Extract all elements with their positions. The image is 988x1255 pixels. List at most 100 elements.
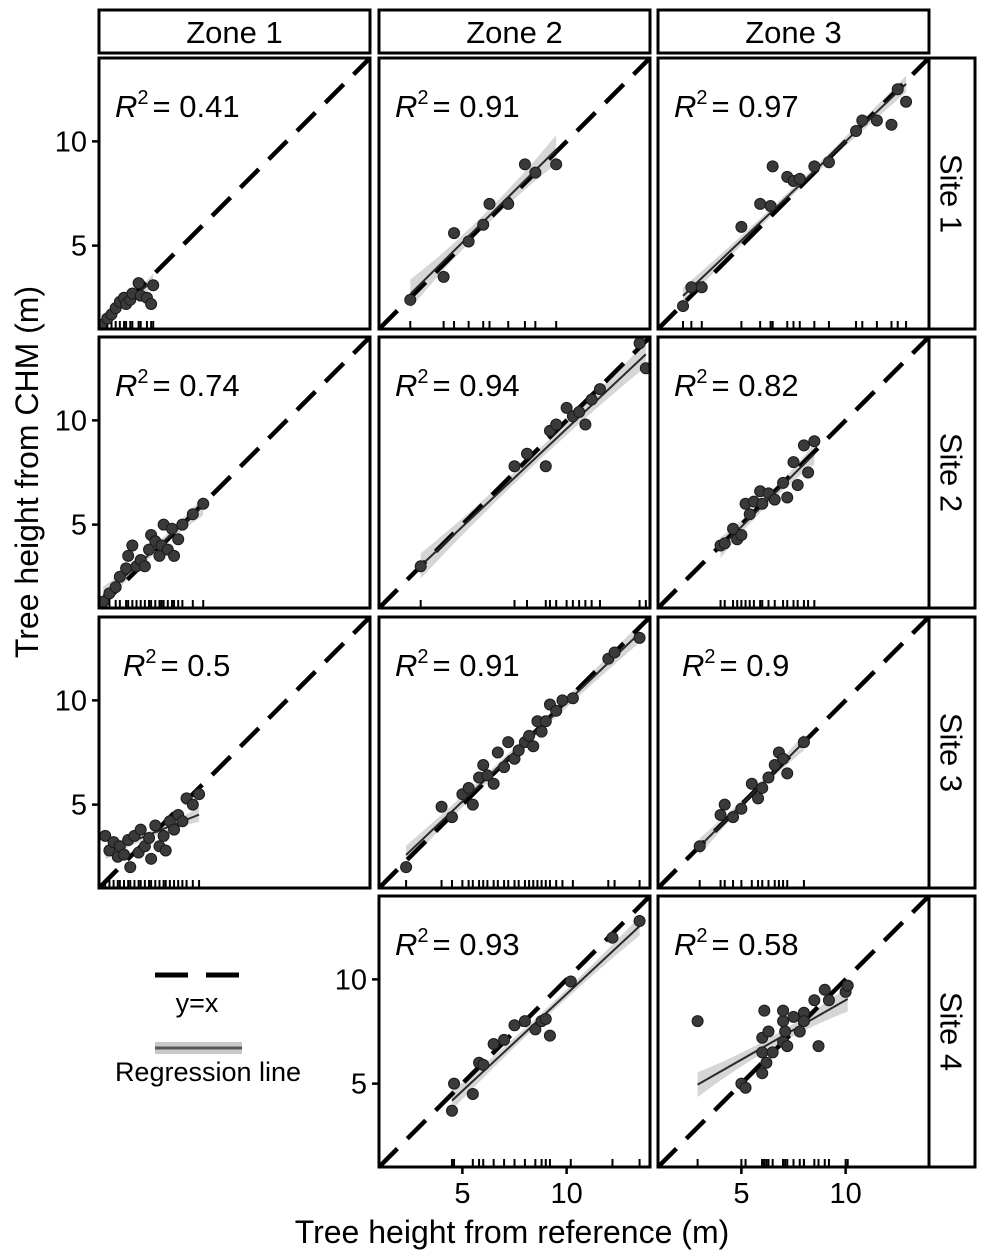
data-point	[818, 983, 831, 996]
r2-label: R2 = 0.94	[395, 366, 520, 403]
panel-plot-area	[379, 337, 650, 608]
data-point	[802, 466, 815, 479]
strip-site-1: Site 1	[926, 56, 977, 331]
r2-symbol: R	[395, 368, 417, 403]
data-point	[808, 160, 821, 173]
legend: y=x Regression line	[115, 972, 301, 1087]
data-point	[477, 759, 490, 772]
data-point	[132, 277, 145, 290]
panel-border	[377, 56, 652, 331]
data-point	[727, 811, 740, 824]
panel-site-4-zone-3: R2 = 0.58	[656, 894, 931, 1169]
r2-symbol: R	[395, 89, 417, 124]
data-point	[491, 746, 504, 759]
data-point	[564, 975, 577, 988]
r2-value: = 0.82	[712, 368, 799, 403]
r2-symbol: R	[674, 927, 696, 962]
data-point	[535, 725, 548, 738]
data-point	[118, 848, 131, 861]
r2-symbol: R	[115, 89, 137, 124]
data-point	[435, 800, 448, 813]
data-point	[745, 777, 758, 790]
panel-plot-area	[658, 337, 929, 608]
data-point	[633, 337, 646, 350]
regression-line	[420, 353, 647, 567]
r2-value: = 0.91	[433, 89, 520, 124]
strip-site-4: Site 4	[926, 894, 977, 1169]
data-point	[134, 823, 147, 836]
identity-line	[379, 58, 650, 329]
data-point	[556, 694, 569, 707]
panel-border	[656, 615, 931, 890]
data-point	[560, 401, 573, 414]
data-point	[143, 831, 156, 844]
legend-regression-label: Regression line	[115, 1057, 301, 1087]
panel-border	[656, 56, 931, 331]
data-point	[900, 95, 913, 108]
data-point	[147, 279, 160, 292]
panel-plot-area	[658, 58, 929, 329]
r2-value: = 0.74	[153, 368, 240, 403]
data-point	[120, 562, 133, 575]
data-point	[550, 158, 563, 171]
panel-border	[377, 894, 652, 1169]
strip-site-2: Site 2	[926, 335, 977, 610]
data-point	[462, 781, 475, 794]
panel-site-1-zone-2: R2 = 0.91	[377, 56, 652, 331]
data-point	[756, 1046, 769, 1059]
data-point	[693, 840, 706, 853]
data-point	[756, 1067, 769, 1080]
strip-label: Site 1	[934, 154, 969, 233]
legend-identity-label: y=x	[176, 988, 219, 1018]
r2-exponent: 2	[696, 925, 707, 947]
data-point	[812, 1040, 825, 1053]
data-point	[593, 383, 606, 396]
data-point	[579, 418, 592, 431]
r2-symbol: R	[395, 648, 417, 683]
panel-plot-area	[99, 58, 370, 329]
data-point	[521, 447, 534, 460]
data-point	[739, 1081, 752, 1094]
panel-plot-area	[379, 896, 650, 1167]
data-point	[764, 200, 777, 213]
identity-line	[379, 896, 650, 1167]
strip-box	[926, 56, 977, 331]
strip-box	[926, 335, 977, 610]
data-point	[498, 1033, 511, 1046]
r2-value: = 0.9	[720, 648, 790, 683]
regression-line	[682, 83, 907, 297]
data-point	[487, 777, 500, 790]
strip-box	[656, 8, 931, 55]
panel-border	[377, 335, 652, 610]
data-point	[822, 994, 835, 1007]
r2-exponent: 2	[696, 366, 707, 388]
data-point	[766, 160, 779, 173]
identity-line	[658, 896, 929, 1167]
r2-value: = 0.93	[433, 927, 520, 962]
data-point	[891, 83, 904, 96]
data-point	[573, 406, 586, 419]
panel-site-2-zone-2: R2 = 0.94	[377, 335, 652, 610]
data-point	[685, 281, 698, 294]
r2-exponent: 2	[417, 87, 428, 109]
r2-symbol: R	[395, 927, 417, 962]
data-point	[766, 1046, 779, 1059]
data-point	[159, 844, 172, 857]
panel-site-3-zone-1: R2 = 0.5	[97, 615, 372, 890]
data-point	[735, 529, 748, 542]
data-point	[550, 704, 563, 717]
data-point	[487, 1038, 500, 1051]
data-point	[735, 220, 748, 233]
data-point	[760, 1056, 773, 1069]
data-point	[762, 1025, 775, 1038]
data-point	[691, 1015, 704, 1028]
strip-box	[926, 894, 977, 1169]
data-point	[437, 270, 450, 283]
panel-site-2-zone-3: R2 = 0.82	[656, 335, 931, 610]
r2-exponent: 2	[417, 646, 428, 668]
data-point	[157, 829, 170, 842]
data-point	[518, 158, 531, 171]
data-point	[756, 497, 769, 510]
strip-label: Site 3	[934, 713, 969, 792]
data-point	[448, 1077, 461, 1090]
